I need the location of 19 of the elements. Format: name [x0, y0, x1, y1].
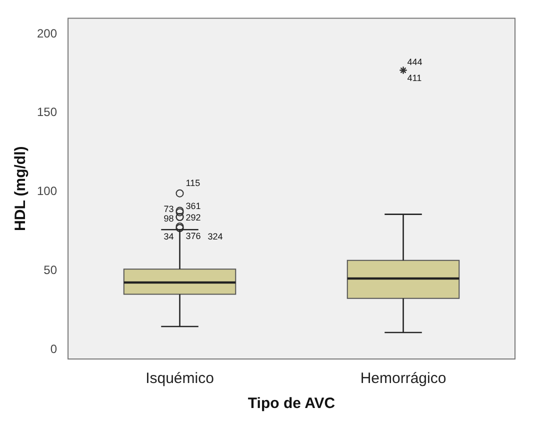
x-tick-label: Isquémico: [146, 370, 214, 388]
y-axis-title: HDL (mg/dl): [12, 146, 30, 231]
annotation: 361: [186, 201, 201, 212]
x-tick-label: Hemorrágico: [360, 370, 446, 388]
annotation: 98: [164, 213, 174, 224]
annotation: 324: [208, 232, 223, 242]
y-tick-label: 0: [50, 342, 58, 356]
annotation: 115: [186, 178, 200, 188]
annotation: 73: [164, 204, 174, 214]
annotation: 411: [407, 72, 422, 83]
y-tick-label: 100: [36, 184, 58, 198]
annotation: 34: [164, 232, 174, 242]
y-tick-label: 150: [36, 105, 58, 120]
y-tick-label: 200: [36, 26, 58, 40]
y-tick-label: 50: [44, 262, 58, 277]
annotation: 376: [186, 230, 201, 241]
x-axis-title: Tipo de AVC: [248, 395, 336, 412]
annotation: 444: [407, 56, 422, 67]
annotation: 292: [186, 212, 201, 222]
